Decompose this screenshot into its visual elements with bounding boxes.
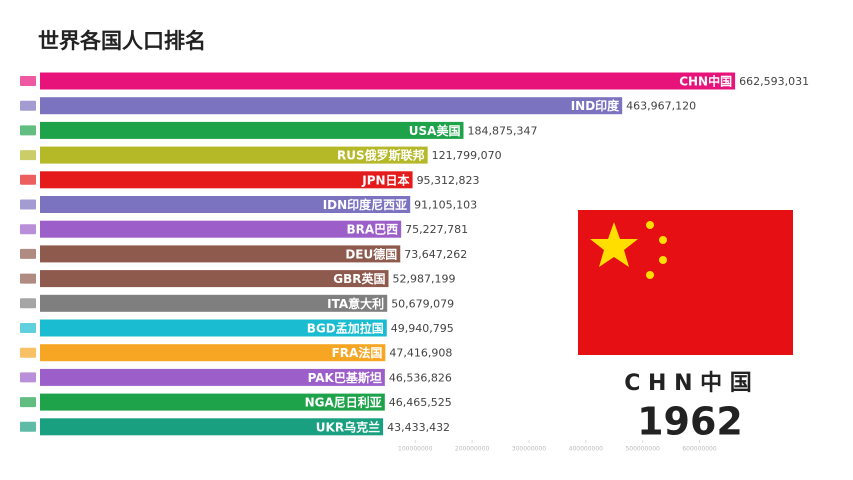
value-label: 46,536,826 <box>389 371 452 384</box>
x-tick-label: 600000000 <box>682 446 717 453</box>
bar <box>40 270 389 288</box>
bar-label: BGD孟加拉国 <box>307 321 384 336</box>
bar <box>40 121 464 139</box>
value-label: 91,105,103 <box>414 199 477 212</box>
current-label: C H N 中 国 <box>624 371 752 396</box>
bar <box>40 146 428 164</box>
flag-field <box>578 210 793 355</box>
flag-icon <box>20 150 36 161</box>
bar <box>40 245 401 263</box>
flag-icon <box>20 224 36 235</box>
value-label: 52,987,199 <box>393 273 456 286</box>
flag-icon <box>20 372 36 383</box>
bar-label: BRA巴西 <box>346 223 398 237</box>
bar <box>40 97 623 115</box>
bar-label: GBR英国 <box>333 271 385 286</box>
value-label: 95,312,823 <box>417 174 480 187</box>
year-label: 1962 <box>637 400 743 444</box>
flag-icon <box>20 174 36 185</box>
bar-label: JPN日本 <box>361 172 409 187</box>
value-label: 75,227,781 <box>405 223 468 236</box>
bar <box>40 418 384 436</box>
x-tick-label: 500000000 <box>625 446 660 453</box>
value-label: 49,940,795 <box>391 322 454 335</box>
big-flag <box>578 210 793 355</box>
bar-label: PAK巴基斯坦 <box>308 370 382 385</box>
x-tick-label: 100000000 <box>398 446 433 453</box>
bar <box>40 220 402 238</box>
bar-label: RUS俄罗斯联邦 <box>337 148 425 163</box>
bar <box>40 344 386 362</box>
flag-star <box>646 271 654 279</box>
x-tick-label: 200000000 <box>455 446 490 453</box>
flag-icon <box>20 397 36 408</box>
flag-star <box>659 256 667 264</box>
bar-label: UKR乌克兰 <box>316 419 380 434</box>
bar-label: FRA法国 <box>332 345 383 360</box>
x-tick-label: 400000000 <box>569 446 604 453</box>
bar-label: CHN中国 <box>679 74 732 89</box>
flag-icon <box>20 76 36 86</box>
flag-icon <box>20 347 36 358</box>
bar <box>40 319 387 337</box>
bar <box>40 294 388 312</box>
value-label: 121,799,070 <box>432 149 502 162</box>
value-label: 46,465,525 <box>389 396 452 409</box>
bar-label: IDN印度尼西亚 <box>323 197 407 212</box>
bar-label: USA美国 <box>409 123 461 138</box>
value-label: 662,593,031 <box>739 75 809 88</box>
bar <box>40 196 411 213</box>
flag-icon <box>20 100 36 111</box>
bar <box>40 393 385 411</box>
bar <box>40 368 385 386</box>
flag-icon <box>20 323 36 333</box>
flag-icon <box>20 199 36 210</box>
flag-star <box>590 222 638 267</box>
value-label: 43,433,432 <box>387 421 450 434</box>
bar-label: ITA意大利 <box>327 296 384 311</box>
flag-icon <box>20 273 36 284</box>
flag-icon <box>20 248 36 259</box>
flag-icon <box>20 298 36 309</box>
value-label: 184,875,347 <box>467 124 537 137</box>
value-label: 463,967,120 <box>626 100 696 113</box>
x-tick-label: 300000000 <box>512 446 547 453</box>
value-label: 73,647,262 <box>404 248 467 261</box>
value-label: 50,679,079 <box>391 297 454 310</box>
flag-star <box>659 236 667 244</box>
bar-label: NGA尼日利亚 <box>305 395 382 410</box>
bar <box>40 171 413 189</box>
bar-label: DEU德国 <box>345 246 397 261</box>
value-label: 47,416,908 <box>389 347 452 360</box>
bar-label: IND印度 <box>571 98 620 113</box>
flag-icon <box>20 421 36 432</box>
bar <box>40 72 736 90</box>
chart-title: 世界各国人口排名 <box>38 29 206 53</box>
flag-star <box>646 221 654 229</box>
flag-icon <box>20 125 36 136</box>
